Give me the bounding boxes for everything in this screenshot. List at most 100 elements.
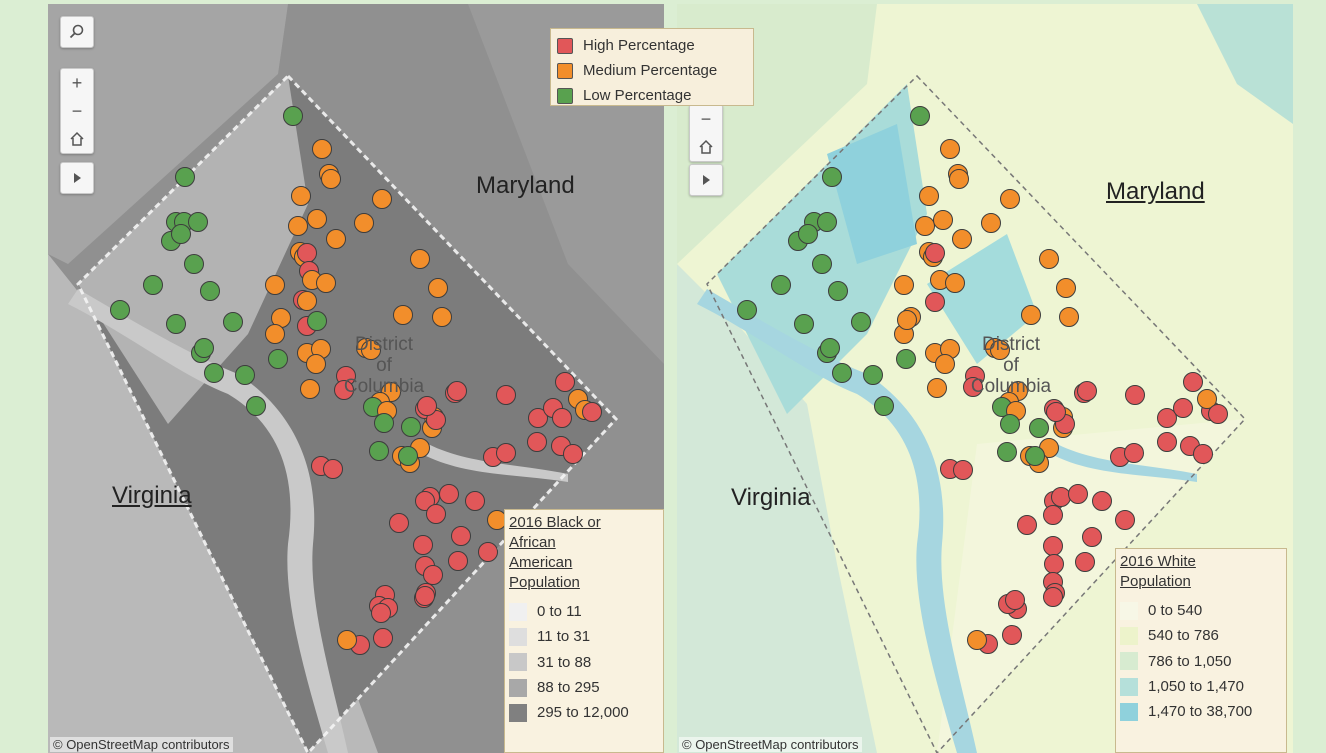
white-population-legend-item[interactable]: 0 to 540 <box>1120 598 1282 623</box>
right-map-medium-percentage-marker[interactable] <box>1059 307 1079 327</box>
black-population-legend-item[interactable]: 88 to 295 <box>509 675 659 700</box>
right-map-high-percentage-marker[interactable] <box>1002 625 1022 645</box>
left-map-high-percentage-marker[interactable] <box>528 408 548 428</box>
left-map-low-percentage-marker[interactable] <box>369 441 389 461</box>
right-map-high-percentage-marker[interactable] <box>1077 381 1097 401</box>
right-map-high-percentage-marker[interactable] <box>1092 491 1112 511</box>
right-map-low-percentage-marker[interactable] <box>1025 446 1045 466</box>
white-population-legend-item[interactable]: 786 to 1,050 <box>1120 649 1282 674</box>
right-map-medium-percentage-marker[interactable] <box>915 216 935 236</box>
left-map-medium-percentage-marker[interactable] <box>300 379 320 399</box>
left-map-high-percentage-marker[interactable] <box>465 491 485 511</box>
right-map-high-percentage-marker[interactable] <box>963 377 983 397</box>
left-map-high-percentage-marker[interactable] <box>555 372 575 392</box>
right-map-low-percentage-marker[interactable] <box>798 224 818 244</box>
black-population-legend-item[interactable]: 295 to 12,000 <box>509 700 659 725</box>
left-map-high-percentage-marker[interactable] <box>426 410 446 430</box>
right-map-high-percentage-marker[interactable] <box>1173 398 1193 418</box>
left-map-high-percentage-marker[interactable] <box>413 535 433 555</box>
left-map-low-percentage-marker[interactable] <box>143 275 163 295</box>
left-map-medium-percentage-marker[interactable] <box>393 305 413 325</box>
right-map-high-percentage-marker[interactable] <box>1068 484 1088 504</box>
right-map-low-percentage-marker[interactable] <box>896 349 916 369</box>
black-population-legend-item[interactable]: 11 to 31 <box>509 624 659 649</box>
right-map-high-percentage-marker[interactable] <box>925 243 945 263</box>
right-map-medium-percentage-marker[interactable] <box>945 273 965 293</box>
right-map-low-percentage-marker[interactable] <box>997 442 1017 462</box>
right-map-medium-percentage-marker[interactable] <box>1000 189 1020 209</box>
left-map-low-percentage-marker[interactable] <box>200 281 220 301</box>
right-map-high-percentage-marker[interactable] <box>1043 505 1063 525</box>
right-map-medium-percentage-marker[interactable] <box>940 139 960 159</box>
right-map-medium-percentage-marker[interactable] <box>1056 278 1076 298</box>
right-map-high-percentage-marker[interactable] <box>1017 515 1037 535</box>
left-map-medium-percentage-marker[interactable] <box>307 209 327 229</box>
play-button[interactable] <box>60 162 94 194</box>
right-map-low-percentage-marker[interactable] <box>863 365 883 385</box>
right-map-high-percentage-marker[interactable] <box>1124 443 1144 463</box>
right-map-low-percentage-marker[interactable] <box>794 314 814 334</box>
left-map-medium-percentage-marker[interactable] <box>321 169 341 189</box>
right-map-high-percentage-marker[interactable] <box>1046 402 1066 422</box>
left-map-high-percentage-marker[interactable] <box>439 484 459 504</box>
right-map-high-percentage-marker[interactable] <box>1125 385 1145 405</box>
right-map-high-percentage-marker[interactable] <box>1044 554 1064 574</box>
right-map-high-percentage-marker[interactable] <box>1157 408 1177 428</box>
left-map-high-percentage-marker[interactable] <box>447 381 467 401</box>
right-home-button[interactable] <box>690 133 722 161</box>
right-map-medium-percentage-marker[interactable] <box>952 229 972 249</box>
left-map-high-percentage-marker[interactable] <box>552 408 572 428</box>
left-map-medium-percentage-marker[interactable] <box>372 189 392 209</box>
left-map-high-percentage-marker[interactable] <box>496 443 516 463</box>
left-map-low-percentage-marker[interactable] <box>283 106 303 126</box>
right-zoom-out-button[interactable]: − <box>700 108 712 129</box>
category-legend-item[interactable]: High Percentage <box>557 33 753 58</box>
left-map-high-percentage-marker[interactable] <box>527 432 547 452</box>
search-button[interactable] <box>60 16 94 48</box>
right-map-medium-percentage-marker[interactable] <box>1021 305 1041 325</box>
left-map-medium-percentage-marker[interactable] <box>265 275 285 295</box>
left-map-medium-percentage-marker[interactable] <box>361 340 381 360</box>
right-map-high-percentage-marker[interactable] <box>1183 372 1203 392</box>
left-map-high-percentage-marker[interactable] <box>417 396 437 416</box>
left-map-high-percentage-marker[interactable] <box>373 628 393 648</box>
right-map-low-percentage-marker[interactable] <box>910 106 930 126</box>
left-map-high-percentage-marker[interactable] <box>415 491 435 511</box>
left-map-high-percentage-marker[interactable] <box>451 526 471 546</box>
black-population-legend-item[interactable]: 0 to 11 <box>509 599 659 624</box>
left-map-high-percentage-marker[interactable] <box>389 513 409 533</box>
right-map-medium-percentage-marker[interactable] <box>897 310 917 330</box>
left-map-low-percentage-marker[interactable] <box>184 254 204 274</box>
right-map-low-percentage-marker[interactable] <box>820 338 840 358</box>
right-map-medium-percentage-marker[interactable] <box>981 213 1001 233</box>
left-map-low-percentage-marker[interactable] <box>166 314 186 334</box>
left-map-low-percentage-marker[interactable] <box>223 312 243 332</box>
category-legend-item[interactable]: Low Percentage <box>557 83 753 108</box>
left-map-low-percentage-marker[interactable] <box>194 338 214 358</box>
right-map-high-percentage-marker[interactable] <box>1208 404 1228 424</box>
right-map-medium-percentage-marker[interactable] <box>919 186 939 206</box>
right-map-high-percentage-marker[interactable] <box>925 292 945 312</box>
left-map-high-percentage-marker[interactable] <box>426 504 446 524</box>
left-map-medium-percentage-marker[interactable] <box>265 324 285 344</box>
left-map-medium-percentage-marker[interactable] <box>291 186 311 206</box>
left-map-medium-percentage-marker[interactable] <box>337 630 357 650</box>
right-map-low-percentage-marker[interactable] <box>1029 418 1049 438</box>
left-map-medium-percentage-marker[interactable] <box>316 273 336 293</box>
left-map-low-percentage-marker[interactable] <box>175 167 195 187</box>
left-map-medium-percentage-marker[interactable] <box>288 216 308 236</box>
left-map-high-percentage-marker[interactable] <box>297 243 317 263</box>
left-map-high-percentage-marker[interactable] <box>334 380 354 400</box>
right-map-high-percentage-marker[interactable] <box>1115 510 1135 530</box>
left-map[interactable]: + − Maryland Virginia District of Columb… <box>48 4 664 753</box>
right-map-high-percentage-marker[interactable] <box>1051 487 1071 507</box>
right-map-low-percentage-marker[interactable] <box>822 167 842 187</box>
right-map-low-percentage-marker[interactable] <box>737 300 757 320</box>
left-map-medium-percentage-marker[interactable] <box>312 139 332 159</box>
left-map-medium-percentage-marker[interactable] <box>432 307 452 327</box>
right-map-low-percentage-marker[interactable] <box>832 363 852 383</box>
left-map-low-percentage-marker[interactable] <box>171 224 191 244</box>
right-map-high-percentage-marker[interactable] <box>1043 536 1063 556</box>
left-map-low-percentage-marker[interactable] <box>246 396 266 416</box>
left-map-low-percentage-marker[interactable] <box>374 413 394 433</box>
